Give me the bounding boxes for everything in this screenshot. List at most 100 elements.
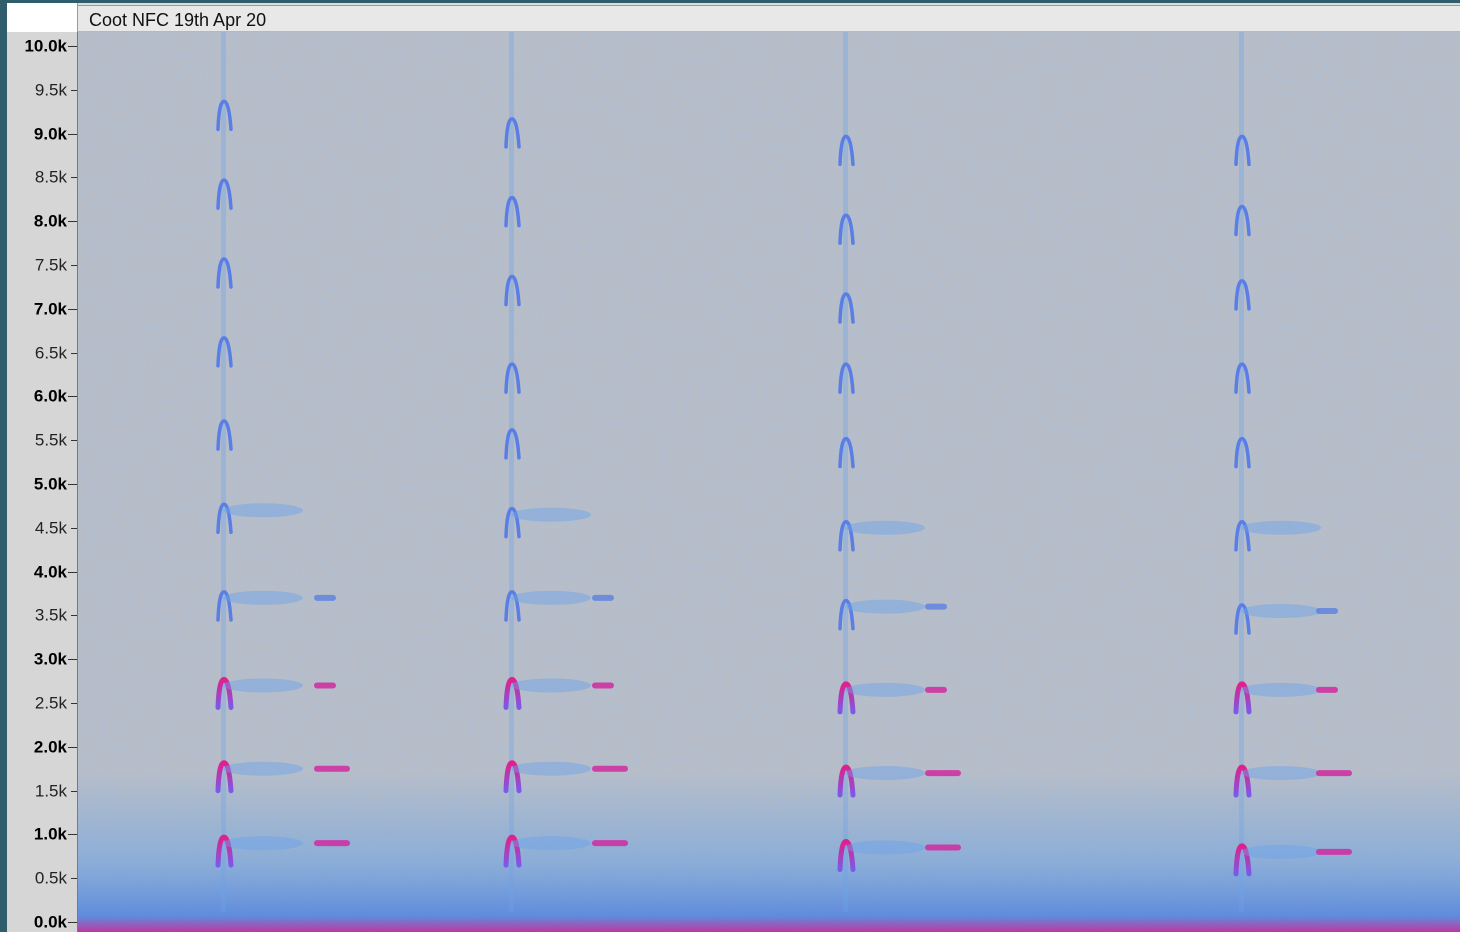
secondary-note xyxy=(314,594,336,601)
harmonic-arc xyxy=(838,213,855,245)
harmonic-arc xyxy=(1234,204,1251,237)
spectrogram-view[interactable] xyxy=(78,32,1460,932)
frequency-tick-label: 3.0k xyxy=(33,649,67,669)
frequency-tick-mark xyxy=(68,46,77,47)
harmonic-arc xyxy=(837,681,856,715)
harmonic-smear xyxy=(1241,520,1321,535)
harmonic-arc xyxy=(838,520,855,552)
harmonic-arc xyxy=(504,590,521,622)
harmonic-arc xyxy=(503,676,522,710)
bird-call-1 xyxy=(215,32,350,912)
frequency-ruler[interactable]: 10.0k 9.5k 9.0k 8.5k 8.0k 7.5k 7.0k 6.5k 6.0k 5.5… xyxy=(7,32,78,932)
harmonic-arc xyxy=(1234,134,1251,167)
harmonic-smear xyxy=(845,682,925,697)
harmonic-arc xyxy=(1233,843,1252,877)
harmonic-arc xyxy=(216,336,233,368)
bird-call-2 xyxy=(503,32,628,912)
frequency-tick-label: 1.5k xyxy=(34,781,67,801)
harmonic-smear xyxy=(223,836,303,851)
frequency-tick-mark xyxy=(68,571,77,573)
harmonic-arc xyxy=(216,419,233,451)
secondary-note xyxy=(1316,686,1338,693)
frequency-tick-mark xyxy=(71,265,77,266)
harmonic-arc xyxy=(1234,603,1251,635)
harmonic-arc xyxy=(1233,764,1252,798)
frequency-tick-label: 8.0k xyxy=(33,211,67,231)
harmonic-arc xyxy=(215,760,234,794)
secondary-note xyxy=(592,682,614,689)
frequency-tick-mark xyxy=(68,133,77,135)
frequency-tick-label: 2.0k xyxy=(33,737,67,757)
harmonic-arc xyxy=(215,834,234,868)
harmonic-smear xyxy=(1241,682,1321,697)
frequency-tick-label: 6.0k xyxy=(33,386,67,406)
harmonic-smear xyxy=(511,507,591,522)
harmonic-smear xyxy=(511,836,591,851)
frequency-tick-mark xyxy=(68,659,77,661)
harmonic-smear xyxy=(223,590,303,605)
harmonic-arc xyxy=(837,839,856,873)
harmonic-arc xyxy=(838,436,855,469)
harmonic-arc xyxy=(504,428,521,460)
harmonic-arc xyxy=(838,362,855,394)
secondary-note xyxy=(1316,608,1338,615)
frequency-tick-label: 5.5k xyxy=(34,430,67,450)
frequency-tick-mark xyxy=(71,790,77,792)
harmonic-smear xyxy=(845,599,925,614)
harmonic-arc xyxy=(216,590,233,622)
frequency-tick-label: 1.0k xyxy=(33,824,67,844)
secondary-note xyxy=(592,765,628,772)
harmonic-arc xyxy=(838,292,855,324)
harmonic-arc xyxy=(216,99,233,132)
harmonic-smear xyxy=(845,766,925,781)
secondary-note xyxy=(925,770,961,777)
spectrogram-canvas xyxy=(78,32,1460,932)
harmonic-arc xyxy=(504,274,521,307)
harmonic-smear xyxy=(1241,604,1321,619)
harmonic-smear xyxy=(223,678,303,693)
harmonic-arc xyxy=(1234,362,1251,394)
harmonic-arc xyxy=(216,178,233,210)
frequency-tick-mark xyxy=(68,396,77,398)
frequency-tick-mark xyxy=(71,703,77,704)
frequency-tick-mark xyxy=(68,221,77,223)
frequency-tick-mark xyxy=(71,89,77,91)
frequency-tick-mark xyxy=(68,746,77,748)
frequency-tick-mark xyxy=(68,834,77,836)
secondary-note xyxy=(925,844,961,851)
frequency-tick-label: 4.0k xyxy=(33,562,67,582)
track-header[interactable]: Coot NFC 19th Apr 20 xyxy=(78,5,1460,32)
frequency-tick-label: 9.5k xyxy=(34,80,67,100)
frequency-tick-label: 4.5k xyxy=(34,518,67,538)
frequency-tick-label: 6.5k xyxy=(34,343,67,363)
frequency-tick-label: 3.5k xyxy=(34,605,67,625)
secondary-note xyxy=(925,603,947,610)
frequency-tick-label: 7.5k xyxy=(34,255,67,275)
frequency-tick-mark xyxy=(71,177,77,179)
secondary-note xyxy=(925,686,947,693)
secondary-note xyxy=(1316,848,1352,855)
frequency-tick-mark xyxy=(71,878,77,880)
harmonic-arc xyxy=(1234,520,1251,552)
frequency-tick-mark xyxy=(68,922,77,923)
harmonic-arc xyxy=(504,506,521,539)
secondary-note xyxy=(592,594,614,601)
secondary-note xyxy=(592,840,628,847)
harmonic-smear xyxy=(1241,766,1321,781)
low-frequency-band xyxy=(78,772,1460,932)
frequency-tick-label: 0.0k xyxy=(33,912,67,932)
secondary-note xyxy=(314,682,336,689)
frequency-tick-label: 2.5k xyxy=(34,693,67,713)
harmonic-arc xyxy=(837,764,856,798)
bird-call-3 xyxy=(837,32,961,912)
frequency-tick-label: 9.0k xyxy=(33,124,67,144)
track-title: Coot NFC 19th Apr 20 xyxy=(89,10,267,30)
harmonic-arc xyxy=(838,134,855,167)
frequency-tick-label: 5.0k xyxy=(33,474,67,494)
secondary-note xyxy=(314,765,350,772)
frequency-tick-mark xyxy=(71,440,77,442)
secondary-note xyxy=(314,840,350,847)
call-streak xyxy=(1239,32,1244,912)
harmonic-arc xyxy=(504,362,521,394)
frequency-tick-mark xyxy=(68,484,77,485)
